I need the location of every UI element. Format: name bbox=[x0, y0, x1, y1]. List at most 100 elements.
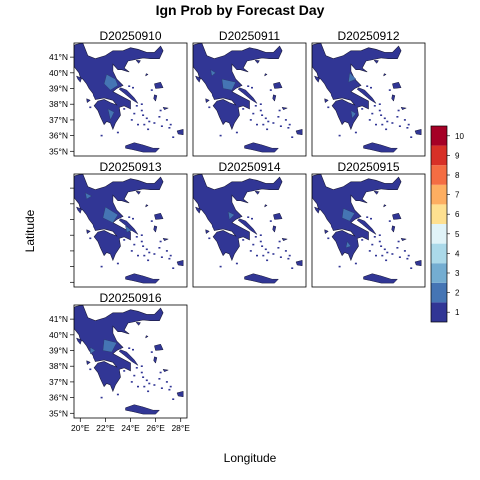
islet-region bbox=[259, 103, 262, 105]
islet-region bbox=[135, 236, 138, 238]
islet-region bbox=[269, 89, 272, 91]
islet-region bbox=[150, 351, 153, 353]
islet-region bbox=[277, 247, 280, 249]
x-axis-label: Longitude bbox=[223, 451, 277, 465]
island-region bbox=[76, 206, 82, 214]
islet-region bbox=[388, 89, 391, 91]
island-region bbox=[400, 106, 408, 111]
colorbar-swatch bbox=[431, 224, 447, 244]
class-2-region bbox=[90, 347, 96, 355]
mainland-region bbox=[193, 43, 283, 131]
island-region bbox=[295, 128, 303, 136]
island-region bbox=[153, 225, 158, 233]
islet-region bbox=[375, 123, 377, 126]
islet-region bbox=[116, 262, 119, 265]
islet-region bbox=[153, 384, 156, 386]
map-panel-D20250914: D20250914 bbox=[192, 160, 307, 288]
islet-region bbox=[168, 388, 171, 391]
island-region bbox=[264, 73, 268, 77]
islet-region bbox=[132, 348, 134, 351]
islet-region bbox=[133, 243, 136, 246]
islet-region bbox=[371, 112, 374, 115]
islet-region bbox=[368, 119, 371, 121]
islet-region bbox=[169, 254, 172, 257]
islet-region bbox=[249, 119, 252, 121]
colorbar-label: 10 bbox=[455, 132, 464, 141]
islet-region bbox=[373, 105, 376, 107]
chart-title: Ign Prob by Forecast Day bbox=[155, 2, 325, 18]
islet-region bbox=[388, 220, 391, 222]
islet-region bbox=[381, 254, 384, 257]
islet-region bbox=[133, 112, 136, 115]
islet-region bbox=[130, 250, 133, 252]
class-2-region bbox=[210, 69, 216, 77]
island-region bbox=[363, 273, 398, 284]
islet-region bbox=[267, 251, 270, 254]
class-2-region bbox=[350, 110, 357, 119]
islet-region bbox=[249, 250, 252, 252]
islet-region bbox=[123, 108, 126, 110]
islet-region bbox=[264, 248, 267, 251]
lat-tick-label: 40°N bbox=[49, 68, 68, 78]
islet-region bbox=[284, 119, 287, 121]
island-region bbox=[356, 218, 377, 235]
island-region bbox=[118, 218, 139, 235]
islet-region bbox=[168, 257, 171, 260]
map-panel-D20250913: D20250913 bbox=[70, 160, 188, 288]
islet-region bbox=[252, 243, 255, 246]
islet-region bbox=[159, 371, 162, 374]
islet-region bbox=[145, 117, 148, 120]
islet-region bbox=[212, 94, 215, 97]
mainland-region bbox=[74, 174, 164, 262]
islet-region bbox=[128, 347, 131, 349]
islet-region bbox=[354, 131, 357, 134]
islet-region bbox=[140, 365, 143, 367]
islet-region bbox=[137, 123, 139, 126]
islet-region bbox=[148, 120, 151, 123]
class-2-region bbox=[102, 206, 119, 223]
lat-tick-label: 41°N bbox=[49, 314, 68, 324]
islet-region bbox=[378, 103, 381, 105]
islet-region bbox=[264, 117, 267, 120]
islet-region bbox=[398, 125, 401, 127]
class-2-region bbox=[227, 211, 235, 220]
islet-region bbox=[147, 128, 150, 131]
islet-region bbox=[100, 265, 103, 268]
panel-title: D20250912 bbox=[337, 29, 399, 43]
lat-tick-label: 40°N bbox=[49, 330, 68, 340]
island-region bbox=[244, 273, 279, 284]
lat-tick-label: 41°N bbox=[49, 52, 68, 62]
mainland-region bbox=[74, 305, 164, 393]
island-region bbox=[237, 87, 258, 104]
panel-frame bbox=[311, 42, 426, 157]
islet-region bbox=[133, 374, 136, 377]
panel-title: D20250916 bbox=[99, 291, 161, 305]
islet-region bbox=[247, 216, 250, 218]
class-2-region bbox=[125, 225, 133, 233]
islet-region bbox=[391, 122, 394, 124]
colorbar: 1 2 3 4 5 6 7 8 9 10 bbox=[430, 125, 464, 323]
lat-tick-label: 37°N bbox=[49, 377, 68, 387]
islet-region bbox=[159, 109, 162, 112]
islet-region bbox=[338, 265, 341, 268]
colorbar-swatch bbox=[431, 165, 447, 185]
island-region bbox=[176, 259, 184, 267]
island-region bbox=[86, 360, 91, 366]
lon-tick-label: 22°E bbox=[96, 423, 115, 433]
island-region bbox=[153, 356, 158, 364]
class-2-region bbox=[85, 192, 93, 200]
islet-region bbox=[261, 114, 264, 116]
panel-title: D20250914 bbox=[218, 160, 280, 174]
island-region bbox=[273, 212, 283, 220]
islet-region bbox=[383, 117, 386, 120]
islet-region bbox=[169, 385, 172, 388]
islet-region bbox=[272, 253, 275, 255]
islet-region bbox=[381, 123, 384, 126]
islet-region bbox=[272, 122, 275, 124]
islet-region bbox=[100, 396, 103, 399]
colorbar-label: 5 bbox=[455, 230, 460, 239]
class-2-region bbox=[102, 339, 117, 353]
islet-region bbox=[278, 240, 281, 243]
islet-region bbox=[288, 123, 291, 126]
island-region bbox=[281, 106, 289, 111]
